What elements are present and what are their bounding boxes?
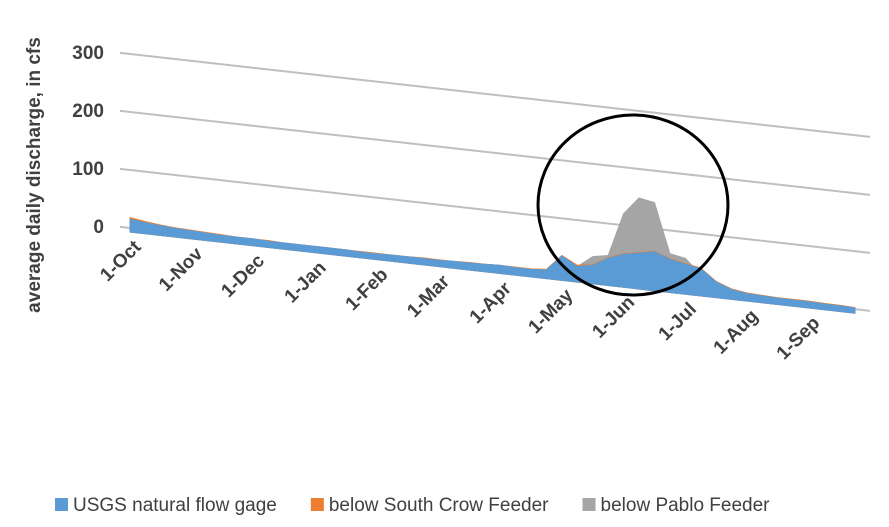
legend-swatch xyxy=(582,498,596,511)
x-tick-label: 1-Aug xyxy=(710,306,763,359)
y-tick-label: 100 xyxy=(72,159,104,180)
y-tick-label: 0 xyxy=(93,217,104,238)
legend-label: below South Crow Feeder xyxy=(329,495,549,516)
legend-label: below Pablo Feeder xyxy=(601,495,771,516)
x-tick-label: 1-Nov xyxy=(155,243,207,295)
x-tick-label: 1-Jan xyxy=(281,257,331,307)
grid-line xyxy=(119,51,871,138)
legend-label: USGS natural flow gage xyxy=(73,495,277,516)
grid-line xyxy=(119,167,871,254)
legend-swatch xyxy=(55,498,68,511)
x-tick-label: 1-Sep xyxy=(773,313,824,364)
legend-swatch xyxy=(310,498,324,511)
area xyxy=(129,218,856,314)
y-tick-label: 300 xyxy=(72,43,104,64)
x-tick-label: 1-Feb xyxy=(342,264,393,315)
x-tick-label: 1-Jul xyxy=(655,299,701,345)
grid-line xyxy=(119,109,871,196)
x-tick-label: 1-Dec xyxy=(217,250,269,302)
y-axis-title: average daily discharge, in cfs xyxy=(24,37,45,313)
x-tick-label: 1-Mar xyxy=(403,271,454,322)
x-tick-label: 1-Oct xyxy=(96,236,146,286)
y-tick-label: 200 xyxy=(72,101,104,122)
x-tick-label: 1-Jun xyxy=(588,292,639,343)
x-tick-label: 1-Apr xyxy=(466,278,516,328)
x-tick-label: 1-May xyxy=(525,285,578,338)
highlight-circle xyxy=(536,113,730,297)
